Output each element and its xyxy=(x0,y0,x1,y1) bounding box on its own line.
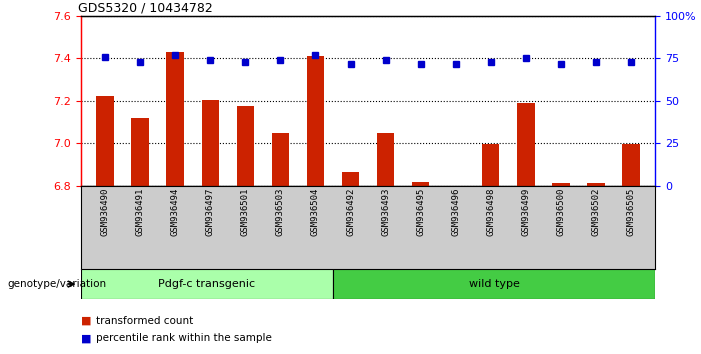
Bar xyxy=(412,182,430,186)
Bar xyxy=(517,103,535,186)
Bar xyxy=(587,183,605,186)
Text: ■: ■ xyxy=(81,333,91,343)
Text: GSM936490: GSM936490 xyxy=(101,188,109,236)
Text: GSM936491: GSM936491 xyxy=(136,188,144,236)
Bar xyxy=(377,133,394,186)
Bar xyxy=(167,52,184,186)
Bar xyxy=(342,172,360,186)
Text: GSM936504: GSM936504 xyxy=(311,188,320,236)
Text: GSM936501: GSM936501 xyxy=(241,188,250,236)
Text: GSM936492: GSM936492 xyxy=(346,188,355,236)
Bar xyxy=(237,106,254,186)
Bar xyxy=(132,118,149,186)
Text: GSM936505: GSM936505 xyxy=(627,188,635,236)
Text: Pdgf-c transgenic: Pdgf-c transgenic xyxy=(158,279,255,289)
Bar xyxy=(482,144,499,186)
Text: percentile rank within the sample: percentile rank within the sample xyxy=(96,333,272,343)
Bar xyxy=(552,183,569,186)
Bar xyxy=(202,100,219,186)
FancyBboxPatch shape xyxy=(81,269,333,299)
Text: GSM936499: GSM936499 xyxy=(522,188,530,236)
Text: GSM936498: GSM936498 xyxy=(486,188,495,236)
Text: GSM936496: GSM936496 xyxy=(451,188,460,236)
Text: GSM936494: GSM936494 xyxy=(171,188,179,236)
Text: GSM936497: GSM936497 xyxy=(206,188,215,236)
Bar xyxy=(622,144,640,186)
Text: GSM936502: GSM936502 xyxy=(592,188,600,236)
Text: ■: ■ xyxy=(81,316,91,326)
Text: wild type: wild type xyxy=(469,279,519,289)
Text: GSM936493: GSM936493 xyxy=(381,188,390,236)
Text: GSM936495: GSM936495 xyxy=(416,188,425,236)
Bar xyxy=(307,56,324,186)
Text: GDS5320 / 10434782: GDS5320 / 10434782 xyxy=(78,2,212,15)
FancyBboxPatch shape xyxy=(333,269,655,299)
Text: genotype/variation: genotype/variation xyxy=(7,279,106,289)
Bar xyxy=(97,96,114,186)
Text: transformed count: transformed count xyxy=(96,316,193,326)
Text: GSM936500: GSM936500 xyxy=(557,188,565,236)
Bar xyxy=(272,133,290,186)
Bar xyxy=(447,186,465,188)
Text: GSM936503: GSM936503 xyxy=(276,188,285,236)
